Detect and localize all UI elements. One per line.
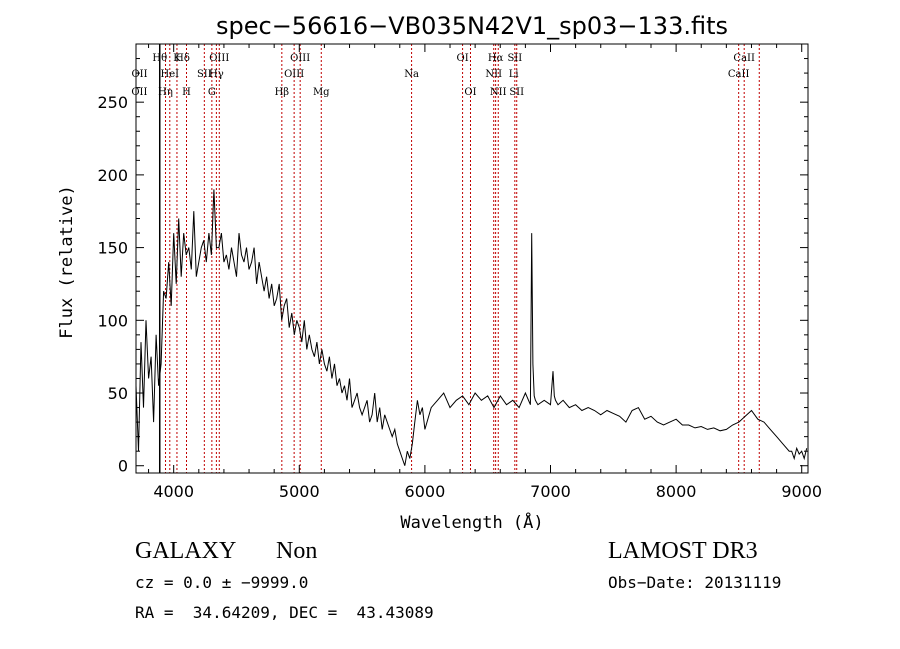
y-axis-label: Flux (relative): [57, 185, 77, 339]
spectrum-line: [135, 189, 808, 466]
line-label: OI: [464, 87, 476, 98]
redshift-cz: cz = 0.0 ± −9999.0: [135, 573, 309, 592]
line-label: OI: [457, 53, 469, 64]
line-label: OIII: [290, 53, 310, 64]
x-tick-label: 9000: [781, 482, 822, 501]
line-label: CaII: [728, 69, 750, 80]
plot-frame: [135, 43, 809, 474]
observation-date: Obs−Date: 20131119: [608, 573, 782, 592]
x-tick-label: 4000: [153, 482, 194, 501]
line-label: HeI: [160, 69, 179, 80]
y-tick-label: 150: [97, 239, 128, 258]
line-label: H: [182, 87, 191, 98]
line-label: OII: [131, 87, 147, 98]
line-label: Hβ: [275, 87, 290, 98]
line-label: Hη: [158, 87, 173, 98]
x-tick-label: 7000: [530, 482, 571, 501]
line-label: K: [173, 53, 181, 64]
line-label: Hγ: [209, 69, 224, 80]
y-tick-label: 250: [97, 93, 128, 112]
line-label: NII: [490, 87, 507, 98]
object-subclass: Non: [276, 538, 318, 564]
y-axis: 0 50 100 150 200 250: [97, 58, 808, 476]
y-tick-label: 50: [108, 384, 128, 403]
line-label: Mg: [313, 87, 330, 98]
line-label: NII: [485, 69, 502, 80]
line-label: G: [208, 87, 216, 98]
x-tick-label: 8000: [656, 482, 697, 501]
chart-title: spec−56616−VB035N42V1_sp03−133.fits: [216, 12, 728, 40]
line-label: Na: [404, 69, 419, 80]
x-axis-label: Wavelength (Å): [400, 511, 543, 533]
line-label: OIII: [284, 69, 304, 80]
coordinates: RA = 34.64209, DEC = 43.43089: [135, 603, 434, 622]
line-label: Hδ: [175, 53, 190, 64]
x-axis: 4000 5000 6000 7000 8000 9000: [148, 44, 822, 501]
line-label: SII: [507, 53, 522, 64]
y-tick-label: 200: [97, 166, 128, 185]
line-label: Li: [509, 69, 519, 80]
survey-name: LAMOST DR3: [608, 538, 758, 564]
x-tick-label: 5000: [279, 482, 320, 501]
y-tick-label: 100: [97, 311, 128, 330]
line-markers: [159, 44, 760, 473]
line-label: CaII: [733, 53, 755, 64]
x-tick-label: 6000: [405, 482, 446, 501]
line-label: OIII: [209, 53, 229, 64]
object-class: GALAXY: [135, 538, 237, 564]
line-label: SII: [509, 87, 524, 98]
line-label: OII: [131, 69, 147, 80]
y-tick-label: 0: [118, 457, 128, 476]
line-labels: OIIOIIHθHηHeIKHHδSIIGHγOIIIHβOIIIOIIIMgN…: [131, 53, 755, 98]
line-label: Hα: [488, 53, 504, 64]
line-label: SII: [197, 69, 212, 80]
